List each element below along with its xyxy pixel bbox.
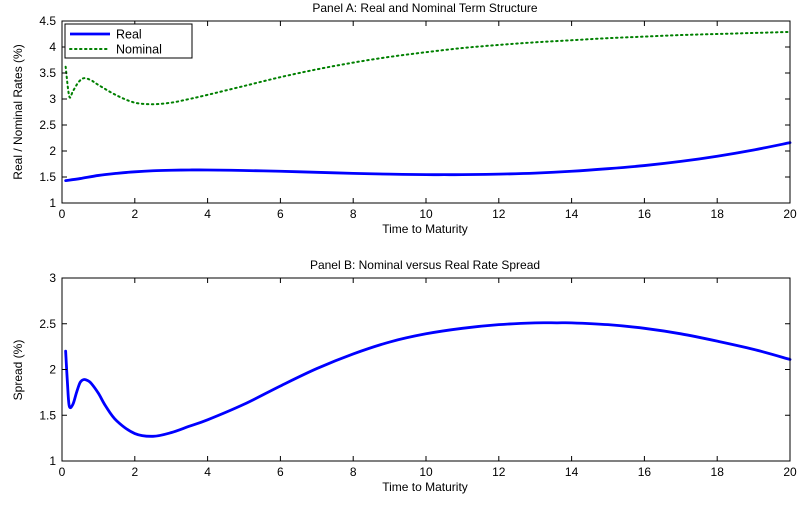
panel-b-x-tick-label: 4 [204,465,211,479]
panel-a-y-tick-label: 2.5 [39,118,56,132]
panel-a-x-tick-label: 0 [59,207,66,221]
panel-a-x-tick-label: 16 [638,207,652,221]
panel-a-x-tick-label: 20 [783,207,797,221]
panel-b-title: Panel B: Nominal versus Real Rate Spread [310,258,540,272]
panel-a-y-tick-label: 3 [49,92,56,106]
panel-b-y-tick-label: 3 [49,271,56,285]
panel-a-y-tick-label: 1 [49,196,56,210]
panel-a-series-line-nominal [64,30,791,106]
panel-a-y-axis-label: Real / Nominal Rates (%) [11,44,25,179]
panel-b-x-tick-label: 16 [638,465,652,479]
legend-label-nominal: Nominal [116,43,162,57]
panel-b-plot-frame [61,277,791,462]
panel-b-x-tick-label: 14 [565,465,579,479]
panel-b-x-tick-label: 2 [131,465,138,479]
panel-b-series-layer [64,321,792,438]
legend-box [64,23,193,59]
panel-b-y-tick-label: 1 [49,454,56,468]
panel-a-x-tick-label: 2 [131,207,138,221]
panel-a-title: Panel A: Real and Nominal Term Structure [312,1,538,15]
panel-a-y-tick-label: 1.5 [39,170,56,184]
panel-a-series-line-real [64,141,792,183]
panel-a-y-tick-label: 3.5 [39,66,56,80]
panel-a-x-tick-label: 8 [350,207,357,221]
panel-b-x-tick-label: 8 [350,465,357,479]
panel-a-x-tick-label: 6 [277,207,284,221]
panel-b-x-tick-label: 18 [711,465,725,479]
panel-b-y-tick-label: 2 [49,363,56,377]
panel-b-x-axis-label: Time to Maturity [382,480,468,494]
panel-a-plot-frame [61,20,791,204]
panel-b-y-tick-label: 2.5 [39,317,56,331]
panel-b-series-line-spread [64,321,792,438]
panel-a-x-tick-label: 12 [492,207,506,221]
panel-a-series-layer [64,30,792,183]
panel-a-x-tick-label: 4 [204,207,211,221]
panel-b-y-tick-label: 1.5 [39,408,56,422]
panel-a-x-tick-label: 14 [565,207,579,221]
panel-b-x-tick-label: 20 [783,465,797,479]
panel-b-x-tick-label: 0 [59,465,66,479]
panel-a-y-tick-label: 4 [49,40,56,54]
panel-a-y-tick-label: 4.5 [39,14,56,28]
legend-label-real: Real [116,28,142,42]
panel-b-x-tick-label: 6 [277,465,284,479]
panel-b-x-tick-label: 10 [419,465,433,479]
panel-a-legend: Real Nominal [64,23,193,59]
panel-a-x-tick-label: 18 [711,207,725,221]
panel-a: Panel A: Real and Nominal Term Structure… [11,1,797,236]
panel-a-x-axis-label: Time to Maturity [382,222,468,236]
panel-b-tick-layer: 0 2 4 6 8 10 12 14 16 18 20 1 1.5 2 2.5 3 [39,271,797,479]
panel-a-tick-layer: 0 2 4 6 8 10 12 14 16 18 20 1 1.5 2 2.5 3 3.5 4 4.5 [39,14,797,221]
panel-a-y-tick-label: 2 [49,144,56,158]
panel-b-x-tick-label: 12 [492,465,506,479]
panel-b: Panel B: Nominal versus Real Rate Spread… [11,258,797,494]
panel-a-x-tick-label: 10 [419,207,433,221]
panel-b-y-axis-label: Spread (%) [11,340,25,401]
